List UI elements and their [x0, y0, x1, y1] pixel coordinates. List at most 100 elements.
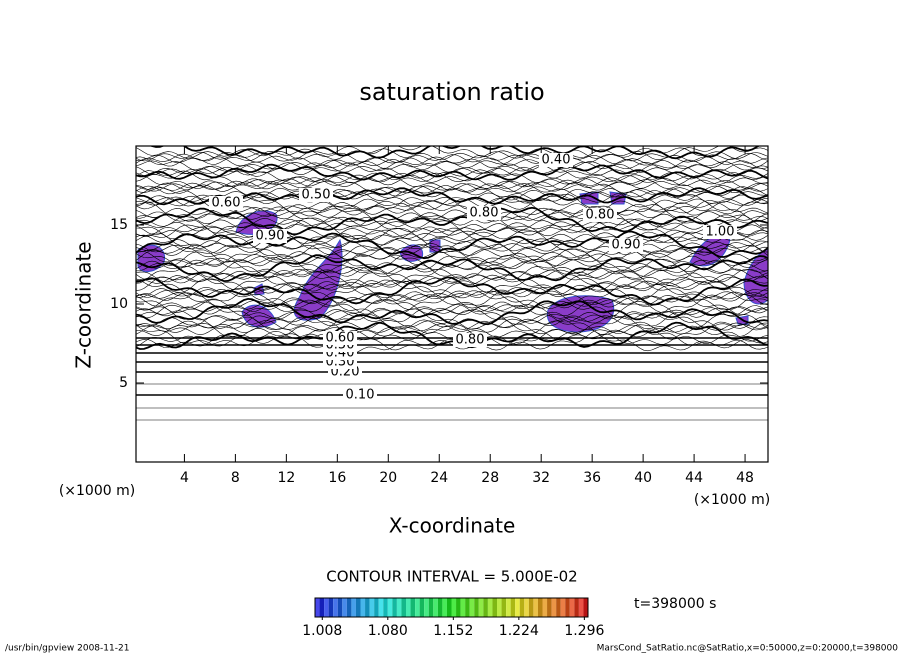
x-tick-label: 24	[430, 470, 448, 486]
stratified-contours	[136, 337, 768, 421]
contour-line	[136, 238, 768, 265]
x-tick-label: 28	[481, 470, 499, 486]
colorbar-stripe	[351, 598, 356, 617]
x-tick-label: 8	[231, 470, 240, 486]
colorbar-stripe	[474, 598, 479, 617]
colorbar-label: 1.080	[368, 623, 408, 639]
contour-line	[136, 264, 768, 292]
colorbar-stripe	[524, 598, 529, 617]
contour-label: 1.00	[706, 225, 735, 240]
colorbar-stripe	[574, 598, 579, 617]
plot-frame	[135, 145, 769, 463]
label-bg	[323, 331, 357, 345]
colorbar-stripe	[556, 598, 561, 617]
contour-line	[136, 304, 768, 332]
label-bg	[467, 206, 501, 220]
colorbar-stripe	[342, 598, 347, 617]
contour-line	[136, 269, 768, 298]
contour-line	[136, 244, 768, 272]
colorbar-stripe	[396, 598, 402, 617]
contour-line	[136, 307, 768, 334]
colorbar-stripe	[424, 598, 429, 617]
contour-line	[136, 211, 768, 240]
label-bg	[539, 153, 573, 167]
label-bg	[209, 196, 243, 210]
colorbar-stripe	[583, 598, 588, 617]
colorbar-stripe	[328, 598, 334, 617]
colorbar-stripe	[547, 598, 552, 617]
contour-line	[136, 242, 768, 270]
contour-line	[136, 297, 768, 326]
colorbar-stripe	[510, 598, 516, 617]
colorbar-stripe	[387, 598, 393, 617]
label-bg	[583, 208, 617, 222]
colorbar-stripe	[451, 598, 457, 617]
contour-line	[136, 311, 768, 338]
colorbar-stripe	[433, 598, 438, 617]
contour-line	[136, 224, 768, 254]
contour-line	[136, 297, 768, 324]
footer: /usr/bin/gpview 2008-11-21	[5, 644, 129, 654]
contour-line	[136, 308, 768, 335]
x-tick-label: 4	[180, 470, 189, 486]
colorbar-stripe	[487, 598, 493, 617]
colorbar-stripe	[319, 598, 325, 617]
colorbar-stripe	[446, 598, 452, 617]
contour-line	[136, 230, 768, 260]
colorbar-stripe	[437, 598, 443, 617]
x-unit: (×1000 m)	[694, 492, 770, 508]
contour-line	[136, 254, 768, 283]
colorbar-stripe	[501, 598, 507, 617]
y-axis-label: Z-coordinate	[72, 241, 96, 368]
plot-area	[136, 146, 768, 421]
contour-line	[136, 286, 768, 316]
colorbar-stripe	[456, 598, 461, 617]
contour-line	[136, 294, 768, 322]
contour-line	[136, 166, 768, 184]
contour-line	[136, 273, 768, 302]
colorbar-stripe	[392, 598, 397, 617]
contour-line	[136, 146, 768, 162]
contour-line	[136, 177, 768, 194]
colorbar-stripe	[365, 598, 370, 617]
label-bg	[609, 238, 643, 252]
contour-line	[136, 280, 768, 308]
colorbar-stripe	[519, 598, 525, 617]
contour-line	[136, 174, 768, 192]
contour-line	[136, 218, 768, 246]
colorbar-stripe	[565, 598, 570, 617]
label-bg	[343, 388, 377, 402]
colorbar-label: 1.008	[302, 623, 342, 639]
colorbar-stripe	[346, 598, 352, 617]
y-tick-label: 10	[110, 296, 128, 312]
colorbar-stripe	[569, 598, 575, 617]
contour-line	[136, 148, 768, 166]
contour-line	[136, 288, 768, 318]
contour-line	[136, 283, 768, 312]
contour-line	[136, 213, 768, 241]
contour-label: 0.90	[256, 229, 285, 244]
contour-line	[136, 317, 768, 344]
colorbar-stripe	[465, 598, 470, 617]
y-tick-label: 15	[110, 217, 128, 233]
contour-line	[136, 179, 768, 196]
colorbar-stripe	[442, 598, 447, 617]
x-tick-label: 48	[736, 470, 754, 486]
x-tick-label: 44	[685, 470, 703, 486]
contour-line	[136, 209, 768, 238]
colorbar-stripe	[378, 598, 384, 617]
contour-line	[136, 223, 768, 250]
contour-line	[136, 234, 768, 261]
colorbar-label: 1.296	[564, 623, 604, 639]
contour-line	[136, 189, 768, 218]
colorbar-stripe	[355, 598, 361, 617]
contour-line	[136, 291, 768, 319]
y-tick-label: 5	[119, 375, 128, 391]
time-label: t=398000 s	[634, 596, 716, 612]
contour-label: 0.80	[586, 208, 615, 223]
colorbar-label: 1.152	[433, 623, 473, 639]
colorbar-stripe	[469, 598, 475, 617]
colorbar-stripe	[419, 598, 425, 617]
colorbar-stripe	[506, 598, 511, 617]
